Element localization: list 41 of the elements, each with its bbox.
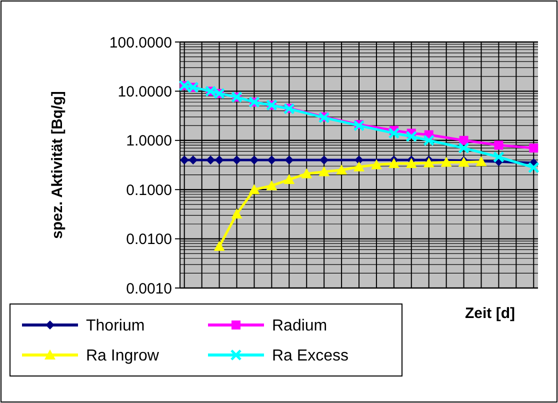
point — [180, 155, 189, 164]
legend-label: Thorium — [86, 318, 145, 335]
point — [250, 155, 259, 164]
point — [529, 144, 538, 153]
point — [476, 156, 487, 166]
point — [214, 240, 225, 251]
point — [440, 156, 452, 167]
point — [336, 164, 348, 175]
point — [318, 166, 330, 176]
point — [284, 174, 295, 184]
y-tick-label: 0.1000 — [126, 182, 172, 199]
point — [458, 142, 470, 154]
point — [423, 157, 434, 168]
y-tick-label: 10.0000 — [118, 83, 172, 100]
legend-label: Ra Ingrow — [86, 348, 160, 365]
y-tick-label: 1.0000 — [126, 132, 172, 150]
point — [267, 155, 276, 164]
y-tick-label: 0.0010 — [126, 280, 172, 298]
point — [388, 158, 400, 168]
point — [266, 180, 278, 190]
legend-label: Ra Excess — [272, 348, 348, 365]
point — [214, 155, 224, 164]
point — [301, 168, 312, 178]
y-tick-label: 0.0100 — [126, 231, 172, 248]
point — [231, 208, 242, 218]
point — [370, 159, 382, 170]
y-tick-label: 100.0000 — [109, 34, 172, 52]
x-axis-title: Zeit [d] — [465, 305, 515, 322]
point — [406, 158, 417, 168]
point — [492, 151, 504, 163]
point — [494, 140, 504, 150]
point — [388, 127, 400, 139]
point — [354, 161, 364, 172]
point — [354, 155, 364, 164]
point — [406, 130, 418, 142]
point — [423, 134, 435, 146]
y-axis-title: spez. Aktivität [Bq/g] — [49, 91, 66, 239]
point — [232, 155, 242, 164]
point — [528, 162, 540, 174]
legend-label: Radium — [272, 318, 328, 335]
point — [248, 184, 260, 194]
